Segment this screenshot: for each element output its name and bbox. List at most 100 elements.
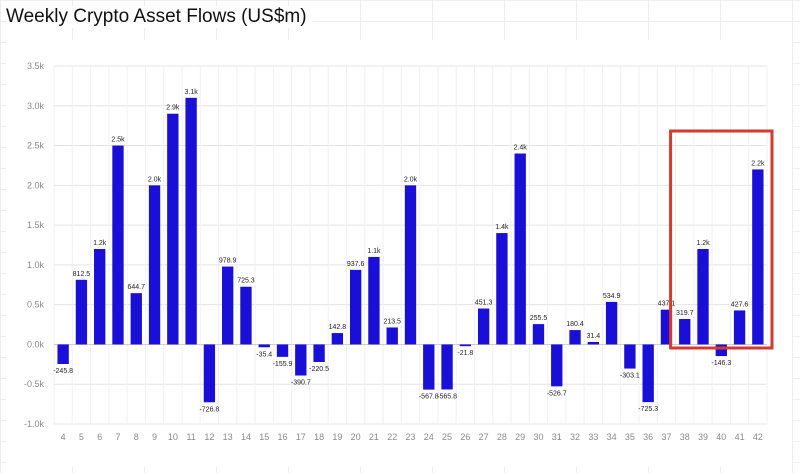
data-label: -303.1 [620,373,640,380]
bar [551,344,563,387]
x-tick-label: 41 [735,432,745,442]
bar [423,344,435,390]
data-label: 1.1k [367,248,381,255]
data-label: 3.1k [184,89,198,96]
x-tick-label: 25 [442,432,452,442]
bar [752,169,764,345]
data-label: 427.6 [731,301,749,308]
bar [112,145,124,345]
bar [276,344,289,357]
x-tick-label: 23 [405,432,415,442]
y-tick-label: 2.5k [27,141,45,151]
data-label: -155.9 [273,361,293,368]
bars [57,97,764,403]
bar [94,248,106,345]
data-label: 1.2k [696,240,710,247]
bar [386,327,398,345]
bar [222,266,234,345]
bar [331,333,344,345]
data-label: -565.8 [437,393,457,400]
bar [295,344,307,376]
x-tick-label: 8 [134,432,139,442]
x-tick-label: 26 [460,432,470,442]
x-tick-label: 36 [643,432,653,442]
x-tick-label: 11 [186,432,195,442]
x-tick-label: 14 [241,432,251,442]
x-tick-label: 13 [223,432,233,442]
bar [167,113,179,345]
data-label: 319.7 [676,310,694,317]
data-label: 1.4k [495,224,509,231]
x-tick-label: 24 [424,432,434,442]
x-tick-label: 34 [607,432,617,442]
y-tick-label: 3.0k [27,101,45,111]
x-tick-label: 32 [570,432,580,442]
highlight-box [669,129,774,350]
data-label: 2.4k [514,145,528,152]
bar [660,309,673,345]
data-label: -567.8 [419,394,439,401]
x-tick-label: 15 [259,432,269,442]
y-tick-label: -0.5k [24,379,45,389]
x-tick-label: 40 [716,432,726,442]
x-tick-label: 16 [278,432,288,442]
x-tick-label: 39 [698,432,708,442]
bar [57,344,69,364]
bar [605,301,618,345]
bar [679,319,691,345]
x-tick-label: 4 [61,432,66,442]
bar [130,293,142,345]
y-tick-label: 0.0k [27,339,45,349]
x-tick-label: 42 [753,432,763,442]
data-label: -725.3 [638,406,658,413]
bar [349,269,362,345]
x-tick-label: 37 [661,432,671,442]
y-axis-ticks: -1.0k -0.5k 0.0k 0.5k 1.0k 1.5k 2.0k 2.5k 3.0k 3.… [24,61,45,429]
x-tick-label: 12 [204,432,214,442]
x-tick-label: 28 [497,432,507,442]
bar [496,233,508,345]
data-label: 812.5 [73,271,91,278]
x-tick-label: 29 [515,432,525,442]
data-label: -21.8 [457,350,473,357]
data-label: 1.2k [93,240,107,247]
chart-title: Weekly Crypto Asset Flows (US$m) [6,6,313,28]
y-tick-label: 2.0k [27,180,45,190]
data-labels: -245.8 812.5 1.2k 2.5k 644.7 2.0k 2.9k 3.1k -726… [53,89,765,413]
data-label: 2.9k [166,105,180,112]
y-tick-label: 3.5k [27,61,45,71]
bar [240,286,252,345]
data-label: -526.7 [547,390,567,397]
data-label: 978.9 [219,258,237,265]
x-tick-label: 7 [115,432,120,442]
data-label: 644.7 [128,284,146,291]
bar [313,344,325,362]
y-tick-label: -1.0k [24,419,45,429]
data-label: -726.8 [199,406,219,413]
data-label: 213.5 [383,318,401,325]
data-label: -245.8 [53,368,73,375]
data-label: 2.2k [751,160,765,167]
data-label: 2.0k [148,176,162,183]
data-label: 2.0k [404,176,418,183]
bar [441,344,453,390]
data-label: 451.3 [475,300,493,307]
x-tick-label: 21 [369,432,379,442]
x-tick-label: 22 [387,432,397,442]
x-tick-label: 17 [296,432,306,442]
data-label: -390.7 [291,380,311,387]
y-tick-label: 1.5k [27,220,45,230]
y-tick-label: 1.0k [27,260,45,270]
bar [697,248,709,345]
x-tick-label: 31 [552,432,562,442]
bar [715,344,727,357]
bar [258,344,270,348]
data-label: -220.5 [309,366,329,373]
bar [624,344,636,369]
bar [514,153,526,345]
bar [203,344,216,403]
x-tick-label: 20 [351,432,361,442]
x-tick-label: 6 [97,432,102,442]
data-label: 2.5k [111,137,125,144]
